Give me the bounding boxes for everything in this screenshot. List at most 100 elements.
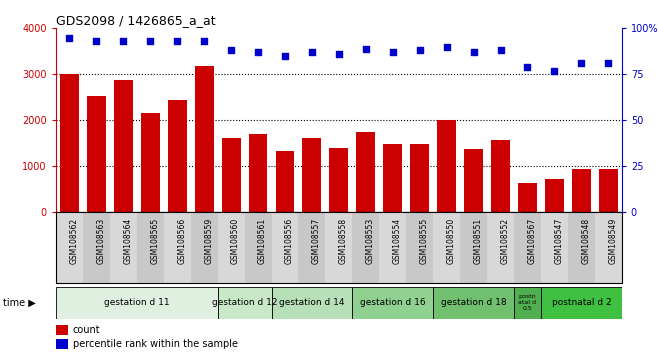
Bar: [599, 169, 618, 212]
Point: [199, 38, 209, 44]
Text: GSM108548: GSM108548: [582, 218, 590, 264]
Bar: [433, 287, 514, 319]
Text: GDS2098 / 1426865_a_at: GDS2098 / 1426865_a_at: [56, 14, 216, 27]
Point: [307, 50, 317, 55]
Text: GSM108564: GSM108564: [123, 218, 132, 264]
Text: GSM108553: GSM108553: [366, 218, 375, 264]
Bar: [56, 325, 68, 335]
Bar: [330, 148, 348, 212]
Text: GSM108550: GSM108550: [447, 218, 455, 264]
Bar: [352, 287, 433, 319]
Text: GSM108567: GSM108567: [528, 218, 536, 264]
Bar: [303, 138, 321, 212]
Text: gestation d 18: gestation d 18: [441, 298, 507, 307]
Text: GSM108552: GSM108552: [501, 218, 509, 264]
Bar: [464, 149, 483, 212]
Bar: [545, 179, 564, 212]
Bar: [56, 287, 218, 319]
Bar: [141, 113, 160, 212]
Bar: [276, 151, 294, 212]
Text: gestation d 12: gestation d 12: [212, 298, 277, 307]
Text: GSM108547: GSM108547: [555, 218, 563, 264]
Text: GSM108551: GSM108551: [474, 218, 482, 264]
Text: GSM108558: GSM108558: [339, 218, 348, 264]
Point: [172, 38, 182, 44]
Bar: [491, 140, 510, 212]
Bar: [411, 144, 429, 212]
Text: GSM108561: GSM108561: [258, 218, 267, 264]
Bar: [191, 212, 218, 283]
Bar: [56, 339, 68, 349]
Bar: [384, 144, 402, 212]
Bar: [433, 212, 460, 283]
Text: gestation d 16: gestation d 16: [360, 298, 426, 307]
Bar: [357, 132, 375, 212]
Text: GSM108556: GSM108556: [285, 218, 294, 264]
Bar: [114, 80, 133, 212]
Text: GSM108555: GSM108555: [420, 218, 429, 264]
Bar: [572, 169, 591, 212]
Bar: [218, 212, 245, 283]
Point: [361, 46, 371, 51]
Point: [253, 50, 263, 55]
Text: gestation d 14: gestation d 14: [279, 298, 345, 307]
Point: [549, 68, 560, 74]
Point: [118, 38, 128, 44]
Point: [388, 50, 398, 55]
Bar: [518, 183, 537, 212]
Point: [603, 61, 614, 66]
Bar: [595, 212, 622, 283]
Point: [280, 53, 290, 59]
Bar: [406, 212, 433, 283]
Bar: [541, 287, 622, 319]
Bar: [137, 212, 164, 283]
Text: GSM108557: GSM108557: [312, 218, 321, 264]
Bar: [568, 212, 595, 283]
Text: GSM108559: GSM108559: [204, 218, 213, 264]
Bar: [326, 212, 352, 283]
Bar: [195, 66, 214, 212]
Bar: [222, 138, 241, 212]
Text: postn
atal d
0.5: postn atal d 0.5: [519, 295, 536, 311]
Bar: [437, 120, 456, 212]
Point: [145, 38, 155, 44]
Bar: [460, 212, 487, 283]
Point: [442, 44, 452, 50]
Text: time ▶: time ▶: [3, 298, 36, 308]
Bar: [272, 212, 299, 283]
Bar: [299, 212, 326, 283]
Text: GSM108566: GSM108566: [177, 218, 186, 264]
Bar: [83, 212, 110, 283]
Bar: [514, 212, 541, 283]
Text: gestation d 11: gestation d 11: [104, 298, 170, 307]
Text: postnatal d 2: postnatal d 2: [551, 298, 611, 307]
Bar: [60, 74, 79, 212]
Text: GSM108560: GSM108560: [231, 218, 240, 264]
Bar: [56, 212, 83, 283]
Text: GSM108565: GSM108565: [150, 218, 159, 264]
Bar: [110, 212, 137, 283]
Text: GSM108563: GSM108563: [96, 218, 105, 264]
Point: [522, 64, 533, 70]
Point: [468, 50, 479, 55]
Text: GSM108562: GSM108562: [69, 218, 78, 264]
Bar: [249, 134, 267, 212]
Bar: [352, 212, 379, 283]
Bar: [514, 287, 541, 319]
Bar: [272, 287, 352, 319]
Point: [576, 61, 587, 66]
Text: count: count: [73, 325, 101, 335]
Bar: [87, 96, 106, 212]
Text: GSM108554: GSM108554: [393, 218, 402, 264]
Point: [64, 35, 74, 40]
Point: [415, 47, 425, 53]
Point: [91, 38, 101, 44]
Text: GSM108549: GSM108549: [609, 218, 617, 264]
Bar: [487, 212, 514, 283]
Bar: [379, 212, 406, 283]
Bar: [168, 100, 187, 212]
Bar: [245, 212, 272, 283]
Point: [495, 47, 506, 53]
Point: [226, 47, 236, 53]
Bar: [218, 287, 272, 319]
